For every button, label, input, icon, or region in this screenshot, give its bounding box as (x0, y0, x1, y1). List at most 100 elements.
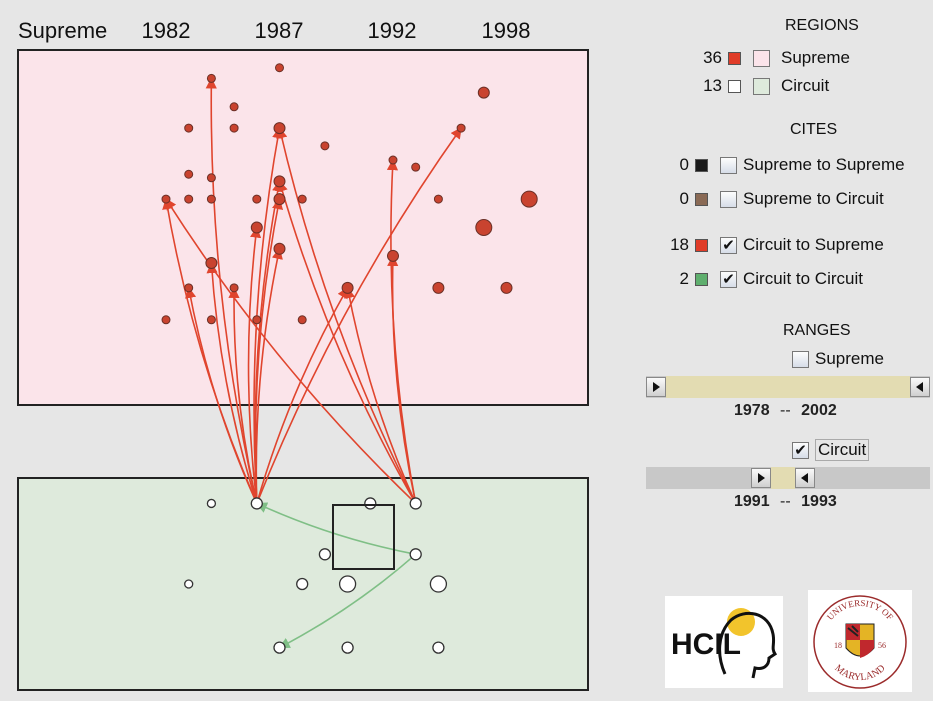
supreme-range-start-handle[interactable] (646, 377, 666, 397)
supreme-case-node[interactable] (206, 194, 216, 204)
supreme-to-supreme-swatch (695, 158, 708, 172)
selection-box[interactable] (332, 504, 395, 570)
circuit-case-node[interactable] (184, 579, 194, 589)
circuit-to-circuit-swatch (695, 272, 708, 286)
circuit-case-node[interactable] (364, 497, 377, 510)
cites-heading: CITES (790, 121, 838, 138)
citation-edge-circuit-to-supreme (276, 180, 417, 504)
supreme-range-slider[interactable] (646, 376, 930, 398)
cites-row: 18 ✔ Circuit to Supreme (655, 233, 884, 257)
supreme-case-node[interactable] (432, 281, 445, 294)
supreme-case-node[interactable] (387, 249, 399, 262)
supreme-case-node[interactable] (275, 63, 284, 73)
supreme-case-node[interactable] (477, 86, 490, 99)
circuit-case-node[interactable] (338, 575, 357, 593)
supreme-to-supreme-checkbox[interactable] (720, 156, 737, 174)
supreme-case-node[interactable] (273, 175, 286, 188)
circuit-range-end: 1993 (801, 493, 837, 510)
supreme-case-node[interactable] (161, 194, 171, 204)
supreme-case-node[interactable] (184, 123, 194, 133)
supreme-region[interactable] (17, 49, 589, 406)
citation-edge-circuit-to-supreme (247, 226, 262, 504)
supreme-case-node[interactable] (500, 281, 513, 294)
circuit-case-node[interactable] (273, 641, 286, 654)
supreme-case-node[interactable] (273, 193, 286, 206)
umd-seal: UNIVERSITY OF MARYLAND 18 56 (808, 590, 912, 692)
supreme-case-node[interactable] (252, 315, 262, 325)
circuit-case-node[interactable] (250, 497, 263, 510)
timeline-year-label: 1998 (482, 18, 531, 43)
supreme-case-node[interactable] (297, 315, 307, 325)
supreme-case-node[interactable] (229, 102, 239, 112)
citation-edge-circuit-to-circuit (278, 553, 417, 649)
circuit-case-node[interactable] (296, 577, 309, 591)
circuit-color-swatch (728, 79, 741, 93)
citation-edge-circuit-to-circuit (255, 502, 416, 556)
cites-count: 2 (679, 269, 689, 288)
supreme-case-node[interactable] (252, 194, 262, 204)
supreme-case-node[interactable] (411, 162, 421, 172)
circuit-region-checkbox[interactable] (753, 77, 770, 95)
circuit-case-node[interactable] (341, 641, 354, 654)
supreme-range-end: 2002 (801, 402, 837, 419)
circuit-case-node[interactable] (409, 548, 422, 561)
circuit-range-text: 1991 -- 1993 (734, 493, 837, 511)
cites-row: 0 Supreme to Supreme (655, 153, 905, 177)
circuit-to-supreme-checkbox[interactable]: ✔ (720, 236, 737, 254)
timeline-year-label: 1992 (368, 18, 417, 43)
supreme-range-checkbox[interactable] (792, 350, 809, 368)
circuit-to-circuit-checkbox[interactable]: ✔ (720, 270, 737, 288)
cites-count: 0 (679, 189, 689, 208)
supreme-case-node[interactable] (229, 283, 239, 293)
supreme-case-node[interactable] (161, 315, 171, 325)
supreme-case-node[interactable] (206, 73, 216, 83)
supreme-case-node[interactable] (206, 173, 216, 183)
supreme-range-text: 1978 -- 2002 (734, 402, 837, 420)
supreme-case-node[interactable] (520, 190, 538, 208)
supreme-case-node[interactable] (475, 219, 493, 236)
supreme-range-end-handle[interactable] (910, 377, 930, 397)
supreme-case-node[interactable] (273, 122, 286, 135)
regions-count: 13 (703, 76, 722, 95)
circuit-case-node[interactable] (432, 641, 445, 654)
supreme-case-node[interactable] (297, 194, 307, 204)
supreme-case-node[interactable] (433, 194, 443, 204)
supreme-case-node[interactable] (229, 123, 239, 133)
supreme-case-node[interactable] (320, 141, 330, 151)
citation-edge-circuit-to-supreme (343, 286, 417, 504)
supreme-case-node[interactable] (205, 257, 218, 269)
supreme-case-node[interactable] (184, 283, 194, 293)
citation-edge-circuit-to-supreme (276, 127, 417, 504)
supreme-case-node[interactable] (273, 242, 286, 255)
cites-label: Circuit to Circuit (743, 269, 863, 288)
cites-label: Supreme to Circuit (743, 189, 884, 208)
hcil-logo-text: HCIL (671, 628, 741, 661)
circuit-range-slider[interactable] (646, 467, 930, 489)
circuit-range-fill[interactable] (770, 467, 796, 489)
umd-seal-graphic: UNIVERSITY OF MARYLAND 18 56 (813, 595, 907, 689)
circuit-case-node[interactable] (429, 575, 448, 593)
circuit-case-node[interactable] (206, 498, 217, 509)
range-separator: -- (780, 493, 791, 510)
supreme-case-node[interactable] (184, 194, 194, 204)
citation-edge-circuit-to-supreme (206, 261, 258, 504)
supreme-region-checkbox[interactable] (753, 49, 770, 67)
supreme-case-node[interactable] (250, 221, 263, 234)
supreme-case-node[interactable] (388, 155, 398, 165)
supreme-case-node[interactable] (456, 123, 466, 133)
supreme-case-node[interactable] (341, 281, 354, 294)
supreme-range-label: Supreme (815, 349, 884, 368)
case-map-view[interactable]: Supreme 1982 1987 1992 1998 (0, 0, 640, 701)
circuit-case-node[interactable] (318, 548, 332, 561)
circuit-case-node[interactable] (409, 497, 422, 510)
citation-edge-circuit-to-supreme (254, 180, 284, 504)
circuit-range-start-handle[interactable] (750, 468, 771, 488)
supreme-range-fill[interactable] (666, 376, 910, 398)
supreme-to-circuit-checkbox[interactable] (720, 190, 737, 208)
supreme-case-node[interactable] (184, 169, 194, 179)
circuit-range-end-handle[interactable] (795, 468, 816, 488)
timeline-year-label: 1987 (255, 18, 304, 43)
hcil-logo: HCIL (665, 596, 783, 688)
supreme-case-node[interactable] (206, 315, 216, 325)
circuit-range-checkbox[interactable]: ✔ (792, 441, 809, 459)
